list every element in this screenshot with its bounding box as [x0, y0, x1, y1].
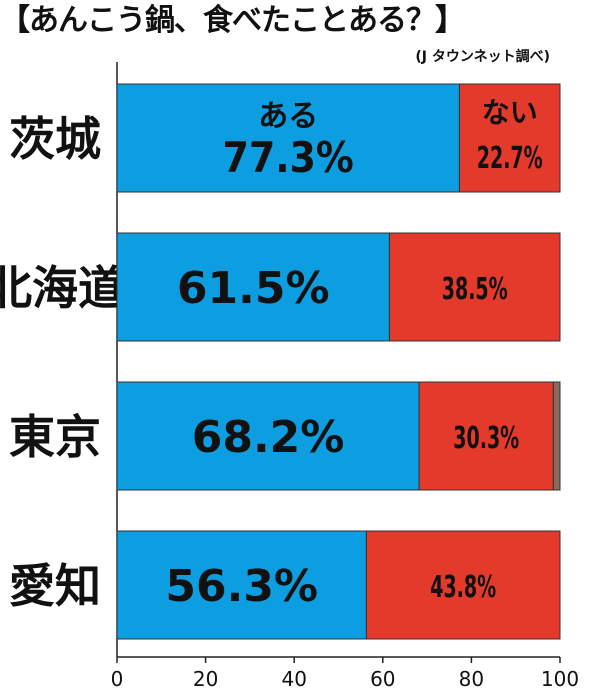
x-tick-label: 60: [370, 667, 395, 691]
bar-segment-nai: [458, 83, 561, 193]
x-tick-label: 20: [193, 667, 218, 691]
data-label: 56.3%: [165, 561, 318, 612]
series-name-label: ない: [482, 96, 538, 129]
category-label: 茨城: [9, 112, 101, 166]
x-tick-label: 100: [541, 667, 579, 691]
chart-title: 【あんこう鍋、食べたことある？】: [0, 3, 465, 38]
data-label: 22.7%: [477, 141, 543, 176]
x-tick-label: 0: [111, 667, 124, 691]
series-name-label: ある: [258, 99, 318, 134]
bar-segment-other: [552, 381, 561, 491]
bar-segment-aru: [116, 381, 420, 491]
category-label: 北海道: [0, 261, 124, 315]
data-label: 38.5%: [442, 272, 508, 307]
data-label: 43.8%: [430, 570, 496, 605]
x-tick-label: 40: [281, 667, 306, 691]
data-label: 77.3%: [223, 133, 354, 182]
data-label: 30.3%: [453, 421, 519, 456]
bar-segment-nai: [388, 232, 561, 342]
category-label: 愛知: [9, 559, 101, 613]
data-label: 68.2%: [192, 412, 345, 463]
chart-source: (J タウンネット調べ): [415, 49, 550, 65]
x-tick-label: 80: [459, 667, 484, 691]
category-label: 東京: [9, 410, 101, 464]
bar-segment-aru: [116, 530, 367, 640]
data-label: 61.5%: [177, 263, 330, 314]
bar-segment-nai: [365, 530, 561, 640]
bar-segment-nai: [418, 381, 554, 491]
bar-segment-aru: [116, 232, 390, 342]
bar-segment-aru: [116, 83, 460, 193]
